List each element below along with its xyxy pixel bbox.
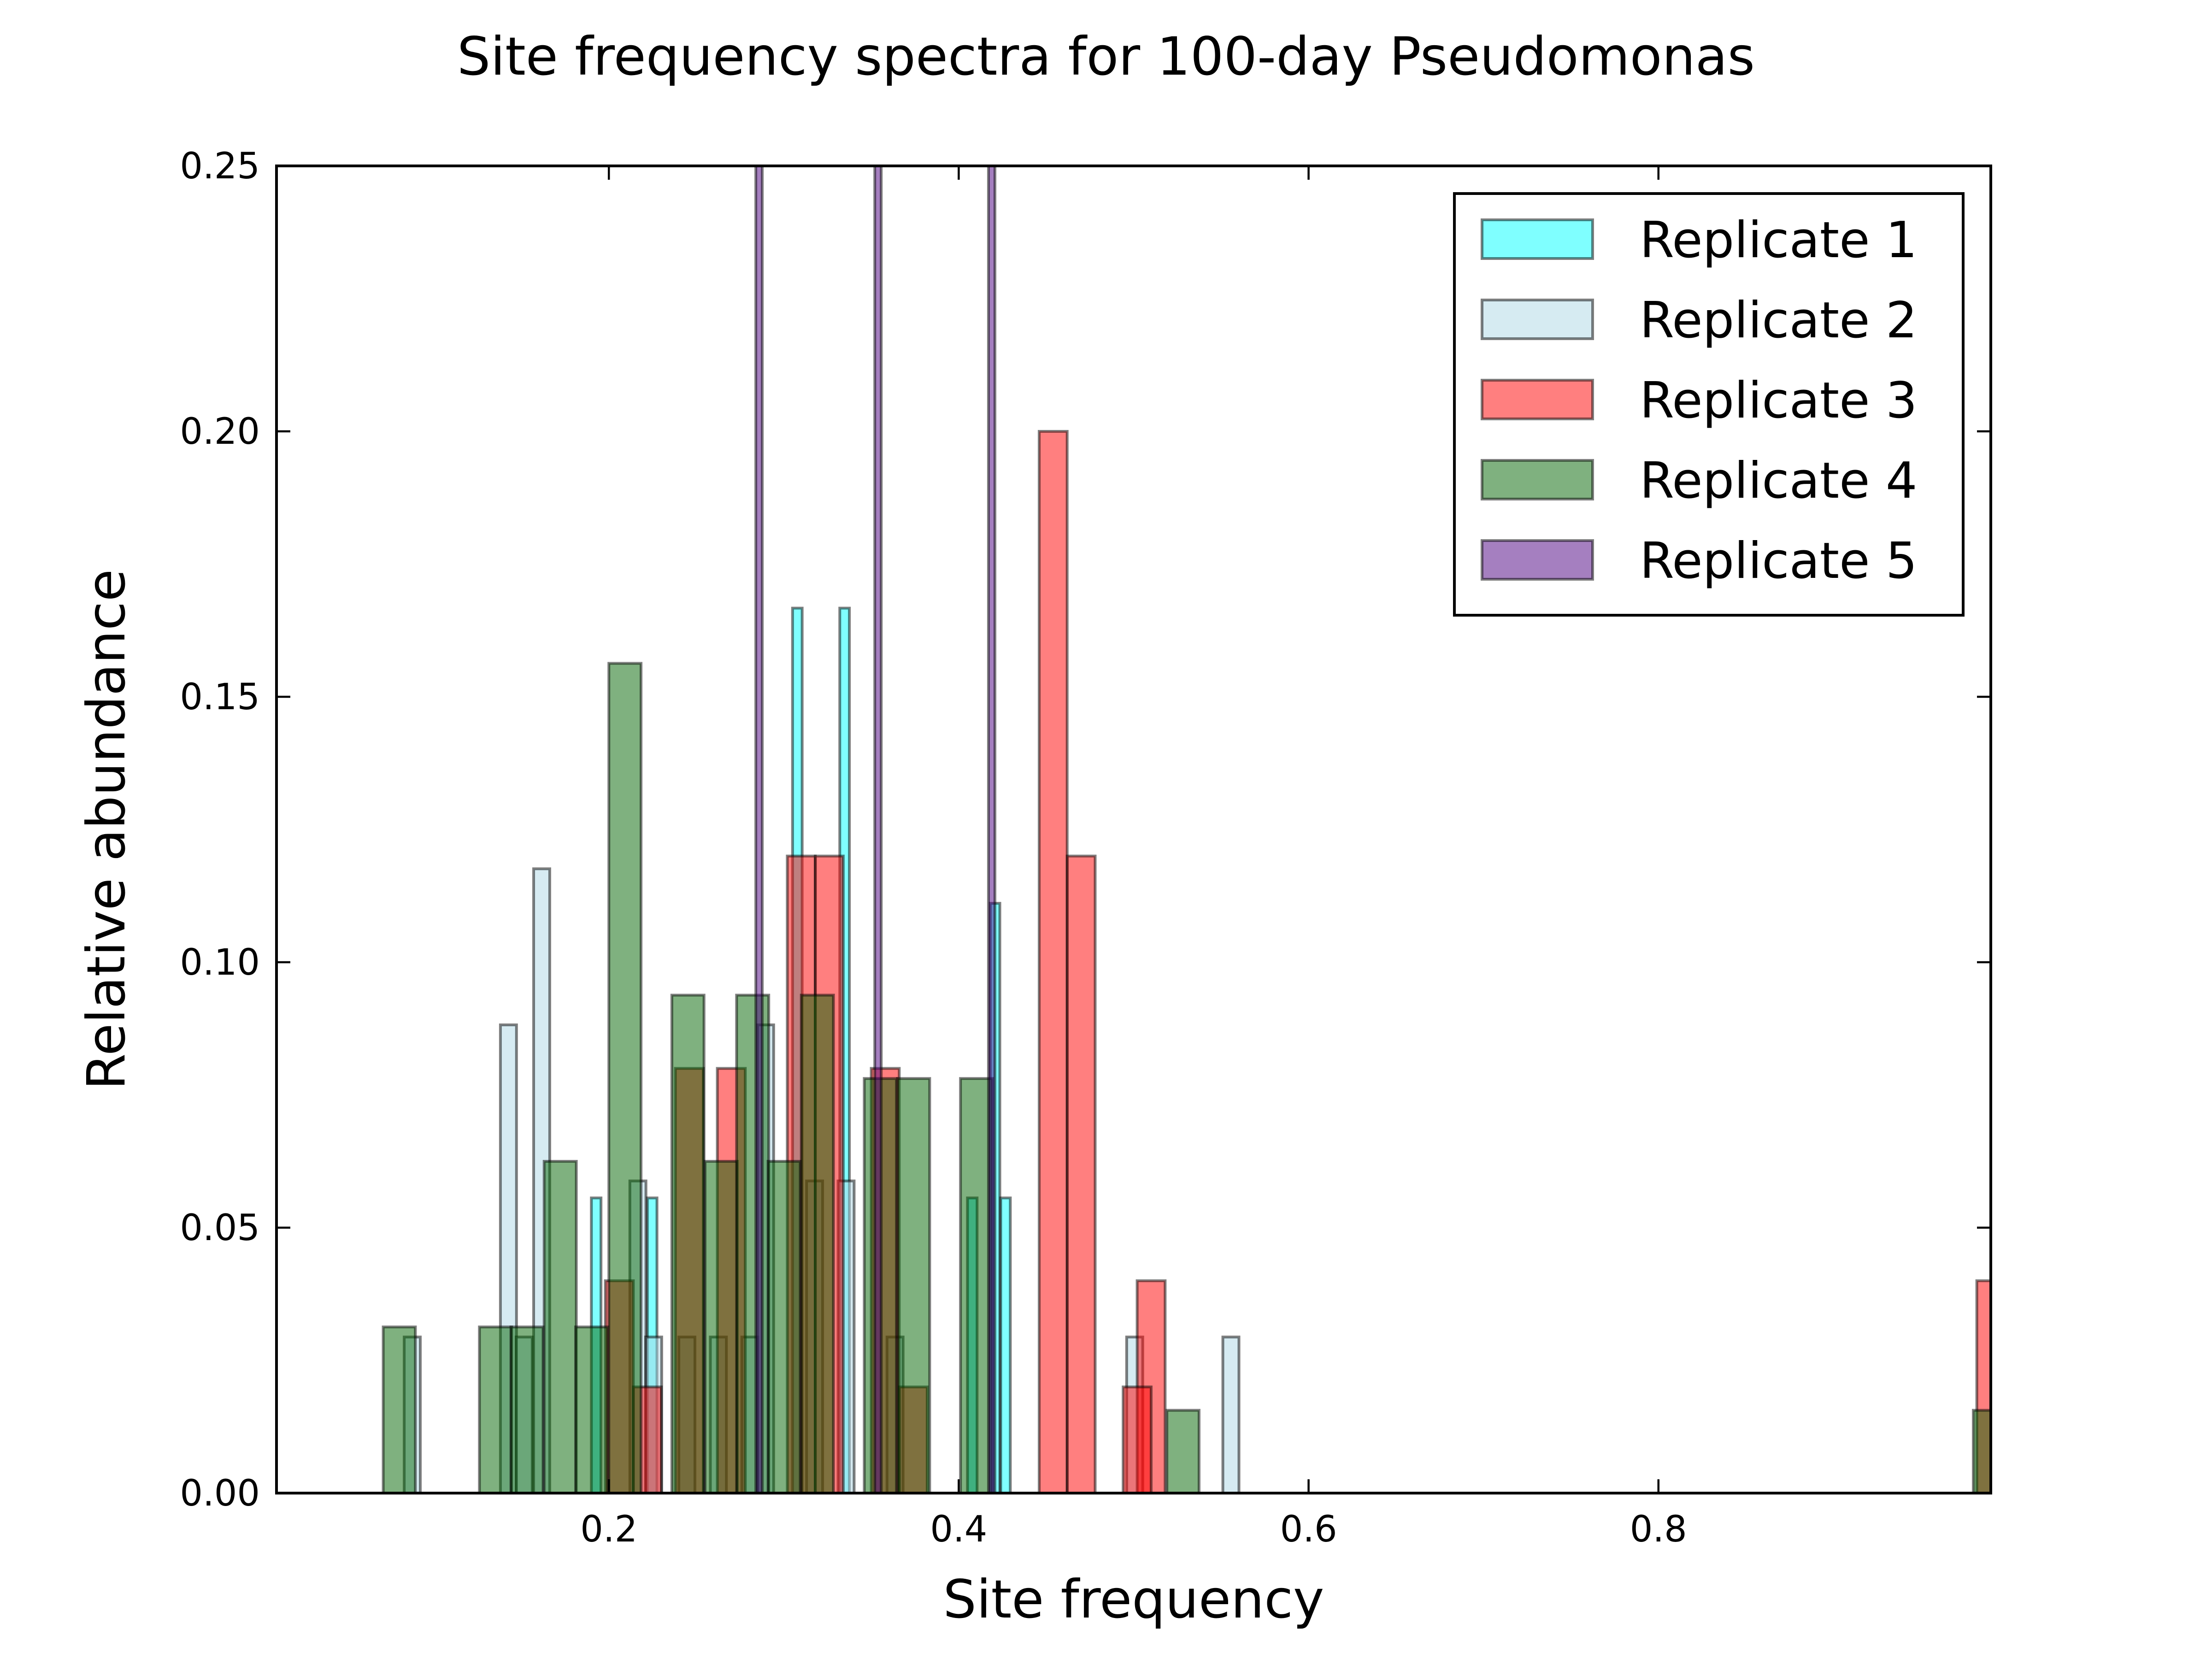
- bar-replicate-4-6: [607, 662, 643, 1493]
- bar-replicate-4-8: [704, 1160, 739, 1493]
- bar-replicate-3-10: [1065, 854, 1097, 1493]
- y-tick-label: 0.10: [180, 942, 260, 983]
- x-tick-label: 0.2: [580, 1509, 637, 1550]
- bar-replicate-1-7: [999, 1196, 1012, 1493]
- x-tick-label: 0.4: [930, 1509, 987, 1550]
- bar-replicate-4-16: [1165, 1409, 1200, 1493]
- bar-replicate-5-3: [987, 166, 996, 1493]
- y-axis-label: Relative abundance: [76, 569, 137, 1090]
- bar-replicate-2-15: [1221, 1335, 1241, 1493]
- y-tick-label: 0.20: [180, 411, 260, 453]
- y-tick-label: 0.15: [180, 677, 260, 718]
- bar-replicate-4-5: [574, 1325, 609, 1493]
- y-tick-label: 0.05: [180, 1207, 260, 1249]
- x-axis: 0.2 0.4 0.6 0.8: [580, 166, 1687, 1550]
- bar-replicate-4-13: [896, 1077, 931, 1493]
- legend-label-replicate-3: Replicate 3: [1640, 372, 1918, 429]
- legend-label-replicate-4: Replicate 4: [1640, 452, 1918, 510]
- bar-replicate-3-9: [1038, 430, 1069, 1493]
- bar-replicate-4-2: [478, 1325, 513, 1493]
- x-axis-label: Site frequency: [943, 1569, 1324, 1630]
- chart-title: Site frequency spectra for 100-day Pseud…: [457, 26, 1755, 87]
- bar-replicate-4-4: [542, 1160, 578, 1493]
- legend-swatch-replicate-2: [1481, 299, 1594, 340]
- x-tick-label: 0.8: [1630, 1509, 1687, 1550]
- legend: Replicate 1 Replicate 2 Replicate 3 Replica…: [1453, 192, 1965, 617]
- bar-replicate-4-11: [800, 994, 835, 1493]
- bar-replicate-4-1: [382, 1325, 417, 1493]
- legend-swatch-replicate-5: [1481, 539, 1594, 581]
- bar-replicate-3-12: [1122, 1385, 1153, 1493]
- bar-replicate-4-7: [670, 994, 706, 1493]
- bar-replicate-5-2: [873, 166, 883, 1493]
- bar-replicate-4-10: [766, 1160, 802, 1493]
- legend-label-replicate-1: Replicate 1: [1640, 212, 1918, 269]
- x-tick-label: 0.6: [1280, 1509, 1337, 1550]
- legend-label-replicate-2: Replicate 2: [1640, 292, 1918, 349]
- bar-replicate-4-17: [1972, 1409, 1991, 1493]
- plot-frame: [275, 165, 1992, 1494]
- legend-swatch-replicate-1: [1481, 218, 1594, 260]
- bar-replicate-5-1: [754, 166, 764, 1493]
- bar-replicate-4-3: [509, 1325, 545, 1493]
- y-tick-label: 0.00: [180, 1473, 260, 1514]
- y-tick-label: 0.25: [180, 146, 260, 187]
- legend-swatch-replicate-3: [1481, 379, 1594, 420]
- bar-replicate-4-9: [735, 994, 771, 1493]
- legend-label-replicate-5: Replicate 5: [1640, 532, 1918, 590]
- y-axis: 0.00 0.05 0.10 0.15 0.20 0.25: [180, 146, 1991, 1514]
- legend-swatch-replicate-4: [1481, 459, 1594, 500]
